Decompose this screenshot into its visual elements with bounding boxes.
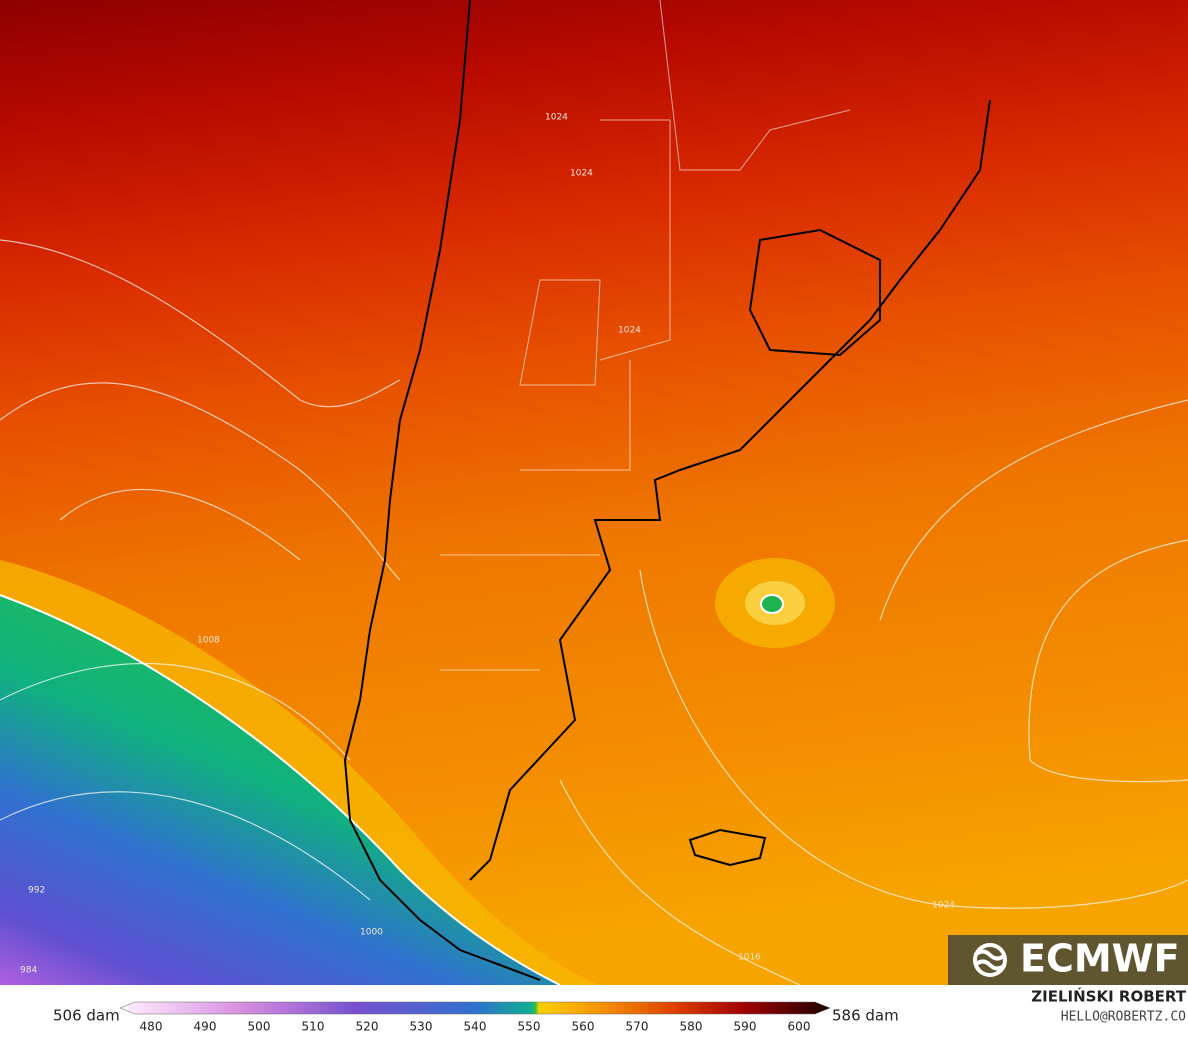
colorbar-tick-label: 500 xyxy=(248,1020,271,1034)
colorbar-tick-label: 570 xyxy=(626,1020,649,1034)
contour-labels: 1024 1024 1024 1008 992 1000 984 1016 10… xyxy=(20,113,955,976)
colorbar-tick-label: 530 xyxy=(410,1020,433,1034)
contour-label: 1000 xyxy=(360,928,383,938)
colorbar-tick-label: 480 xyxy=(140,1020,163,1034)
contour-label: 1024 xyxy=(618,326,641,336)
contour-label: 1024 xyxy=(570,169,593,179)
contour xyxy=(0,594,561,986)
contour-label: 1016 xyxy=(738,953,761,963)
colorbar-tick-label: 490 xyxy=(194,1020,217,1034)
colorbar-tick-label: 540 xyxy=(464,1020,487,1034)
colorbar-tick-label: 580 xyxy=(680,1020,703,1034)
colorbar-min: 506 dam xyxy=(53,1007,120,1025)
credit-email: HELLO@ROBERTZ.CO xyxy=(1061,1010,1186,1025)
colorbar-tick-label: 560 xyxy=(572,1020,595,1034)
colorbar-tick-label: 520 xyxy=(356,1020,379,1034)
colorbar xyxy=(119,1001,831,1015)
contour-label: 1024 xyxy=(932,901,955,911)
colorbar-tick-label: 590 xyxy=(734,1020,757,1034)
borders xyxy=(440,0,851,671)
contour-label: 1008 xyxy=(197,636,220,646)
contour-label: 984 xyxy=(20,966,37,976)
contour-label: 992 xyxy=(28,886,45,896)
contour-label: 1024 xyxy=(545,113,568,123)
credit-name: ZIELIŃSKI ROBERT xyxy=(1031,987,1186,1006)
colorbar-tick-label: 600 xyxy=(788,1020,811,1034)
cold-region xyxy=(0,595,560,985)
low-center xyxy=(760,594,784,614)
colorbar-max: 586 dam xyxy=(832,1007,899,1025)
colorbar-tick-label: 510 xyxy=(302,1020,325,1034)
logo-text: ECMWF xyxy=(1020,937,1180,981)
logo-icon xyxy=(973,943,1007,977)
coastline xyxy=(343,0,991,981)
colorbar-tick-label: 550 xyxy=(518,1020,541,1034)
contours xyxy=(0,239,1188,986)
